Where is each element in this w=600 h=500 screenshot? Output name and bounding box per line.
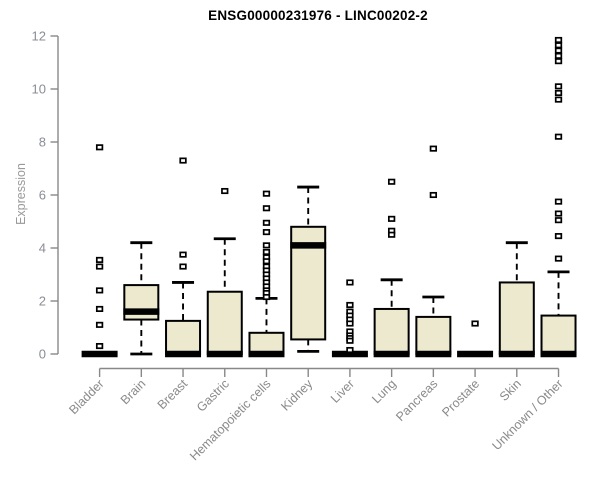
outlier-point: [429, 145, 438, 152]
outlier-point: [95, 287, 104, 294]
outlier-point: [554, 42, 563, 49]
outlier-point: [554, 52, 563, 59]
outlier-point: [554, 58, 563, 65]
iqr-box: [415, 315, 452, 355]
outlier-point: [554, 217, 563, 224]
x-tick-label: Breast: [155, 376, 191, 412]
outlier-point: [179, 263, 187, 270]
outlier-point: [95, 263, 104, 270]
y-tick-label: 4: [39, 241, 46, 256]
outlier-point: [554, 210, 563, 217]
outlier-point: [346, 337, 354, 344]
y-tick-label: 8: [39, 135, 46, 150]
outlier-point: [387, 178, 396, 185]
outlier-point: [262, 248, 271, 256]
outlier-point: [179, 251, 187, 258]
x-tick-label: Brain: [118, 377, 149, 408]
x-tick-label: Pancreas: [393, 377, 440, 424]
x-tick-label: Prostate: [439, 377, 482, 420]
outlier-point: [429, 191, 438, 199]
outlier-point: [95, 305, 104, 313]
y-tick-label: 12: [32, 29, 46, 44]
outlier-point: [346, 320, 354, 327]
x-tick-label: Skin: [497, 377, 524, 404]
outlier-point: [554, 47, 563, 54]
outlier-point: [346, 279, 354, 286]
outlier-point: [95, 343, 104, 350]
outlier-point: [262, 229, 271, 236]
x-tick-label: Lung: [369, 377, 399, 407]
outlier-point: [554, 89, 563, 97]
outlier-point: [554, 133, 563, 140]
y-tick-label: 0: [39, 347, 46, 362]
outlier-point: [262, 219, 271, 226]
y-tick-label: 6: [39, 188, 46, 203]
outlier-point: [95, 321, 104, 328]
x-tick-label: Unknown / Other: [489, 377, 565, 453]
y-tick-label: 2: [39, 294, 46, 309]
outlier-point: [95, 256, 104, 263]
outlier-point: [387, 231, 396, 238]
x-tick-label: Gastric: [194, 377, 232, 415]
x-tick-label: Kidney: [278, 376, 315, 413]
outlier-point: [554, 233, 563, 240]
outlier-point: [262, 293, 271, 301]
outlier-point: [262, 190, 271, 197]
iqr-box: [540, 314, 577, 356]
x-tick-label: Hematopoietic cells: [187, 377, 274, 464]
outlier-point: [554, 36, 563, 44]
x-tick-label: Bladder: [66, 377, 106, 417]
outlier-point: [221, 187, 229, 195]
outlier-point: [387, 215, 396, 222]
iqr-box: [165, 319, 202, 355]
x-tick-label: Liver: [328, 377, 357, 406]
outlier-point: [554, 83, 563, 90]
outlier-point: [346, 346, 354, 354]
outlier-point: [471, 320, 479, 327]
y-tick-label: 10: [32, 82, 46, 97]
outlier-point: [346, 301, 354, 309]
outlier-point: [262, 205, 271, 212]
iqr-box: [498, 281, 535, 356]
outlier-point: [262, 258, 271, 265]
outlier-point: [554, 96, 563, 103]
outlier-point: [554, 255, 563, 262]
iqr-box: [373, 307, 410, 356]
chart-title: ENSG00000231976 - LINC00202-2: [208, 8, 428, 23]
outlier-point: [554, 198, 563, 205]
outlier-point: [95, 144, 104, 151]
iqr-box: [206, 290, 243, 356]
outlier-point: [179, 157, 187, 164]
outlier-point: [262, 242, 271, 249]
